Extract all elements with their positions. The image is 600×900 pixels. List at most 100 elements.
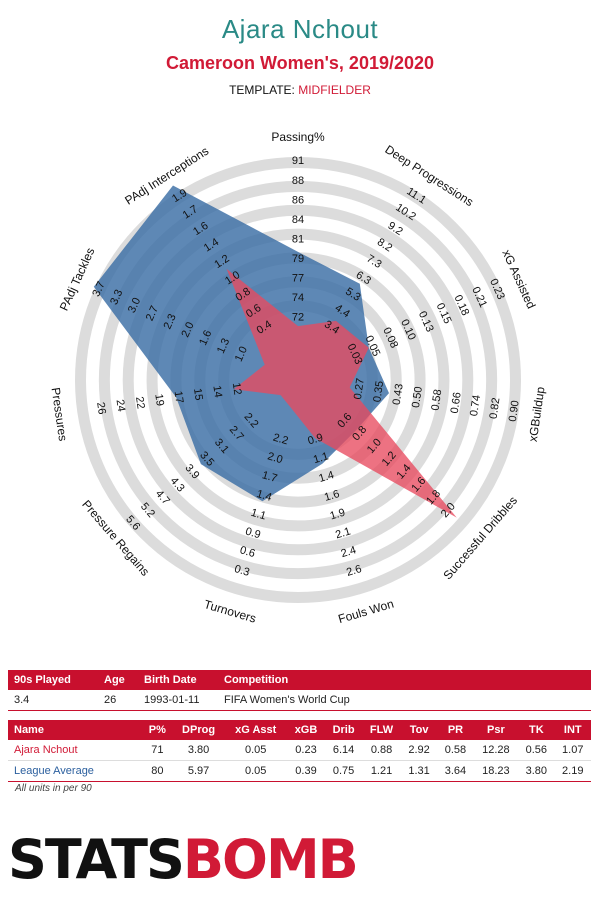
statsbomb-logo: STATSBOMB: [8, 828, 359, 891]
stats-header-tov: Tov: [400, 720, 438, 740]
stats-cell: 3.80: [172, 740, 225, 761]
info-header-age: Age: [98, 670, 138, 690]
stats-header-flw: FLW: [362, 720, 401, 740]
stats-table: Name P% DProg xG Asst xGB Drib FLW Tov PR Psr TK IN…: [8, 720, 591, 782]
info-table: 90s Played Age Birth Date Competition 3.…: [8, 670, 591, 711]
stats-row-name: Ajara Nchout: [8, 740, 142, 761]
radar-chart: 727477798184868891Passing%3.44.45.36.37.…: [49, 130, 548, 627]
radar-tick-label: 0.74: [468, 394, 483, 417]
radar-tick-label: 2.1: [334, 525, 352, 541]
radar-tick-label: 0.35: [371, 380, 386, 403]
stats-header-name: Name: [8, 720, 142, 740]
radar-tick-label: 17: [172, 390, 186, 404]
info-age-value: 26: [98, 690, 138, 711]
stats-header-tk: TK: [518, 720, 555, 740]
radar-ring: [98, 180, 498, 580]
template-label: TEMPLATE:: [229, 83, 295, 97]
stats-body: Ajara Nchout 71 3.80 0.05 0.23 6.14 0.88 2.92 0.…: [8, 740, 591, 782]
info-competition-value: FIFA Women's World Cup: [218, 690, 591, 711]
radar-tick-label: 0.10: [398, 318, 418, 342]
radar-tick-label: 1.7: [260, 469, 278, 485]
template-value: MIDFIELDER: [298, 83, 371, 97]
stats-cell: 1.21: [362, 760, 401, 782]
radar-tick-label: 77: [292, 273, 304, 285]
radar-tick-label: 2.3: [162, 312, 179, 331]
stats-cell: 0.88: [362, 740, 401, 761]
radar-tick-label: 0.3: [233, 563, 251, 579]
stats-header-dprog: DProg: [172, 720, 225, 740]
radar-tick-label: 26: [94, 401, 108, 415]
radar-tick-label: 1.1: [312, 450, 330, 466]
stats-header-xgb: xGB: [287, 720, 325, 740]
team-season-subtitle: Cameroon Women's, 2019/2020: [165, 53, 435, 73]
radar-tick-label: 1.1: [249, 507, 267, 523]
radar-tick-label: 0.27: [352, 377, 367, 400]
stats-cell: 5.97: [172, 760, 225, 782]
radar-tick-label: 79: [292, 253, 304, 265]
radar-axis-label: Passing%: [271, 130, 325, 144]
radar-tick-label: 24: [114, 399, 128, 413]
radar-tick-label: 0.90: [507, 400, 522, 423]
stats-header-p-: P%: [142, 720, 173, 740]
radar-tick-label: 22: [133, 396, 147, 410]
stats-cell: 6.14: [325, 740, 363, 761]
radar-tick-label: 0.43: [391, 383, 406, 406]
stats-row: League Average 80 5.97 0.05 0.39 0.75 1.21 1.31…: [8, 760, 591, 782]
stats-row-name: League Average: [8, 760, 142, 782]
radar-tick-label: 86: [292, 194, 304, 206]
stats-cell: 0.23: [287, 740, 325, 761]
radar-tick-label: 2.7: [144, 304, 161, 323]
info-header-competition: Competition: [218, 670, 591, 690]
logo-bomb: BOMB: [182, 828, 359, 891]
radar-tick-label: 1.6: [197, 328, 214, 347]
radar-tick-label: 0.58: [429, 389, 444, 412]
radar-axis-label: Fouls Won: [337, 597, 396, 627]
radar-tick-label: 19: [152, 393, 166, 407]
player-title: Ajara Nchout: [221, 14, 379, 44]
radar-tick-label: 3.0: [126, 296, 143, 315]
stats-cell: 0.58: [437, 740, 474, 761]
stats-header-int: INT: [554, 720, 591, 740]
stats-row: Ajara Nchout 71 3.80 0.05 0.23 6.14 0.88 2.92 0.…: [8, 740, 591, 761]
radar-tick-label: 12: [230, 382, 244, 396]
stats-cell: 0.05: [224, 760, 288, 782]
units-note: All units in per 90: [15, 783, 92, 794]
radar-tick-label: 0.6: [238, 544, 256, 560]
stats-cell: 2.92: [400, 740, 438, 761]
info-header-90s: 90s Played: [8, 670, 98, 690]
radar-axis-label: Pressures: [49, 387, 71, 442]
stats-cell: 80: [142, 760, 173, 782]
radar-tick-label: 88: [292, 175, 304, 187]
radar-tick-label: 2.0: [179, 320, 196, 339]
radar-tick-label: 2.2: [271, 432, 289, 448]
radar-axis-label: Turnovers: [202, 597, 257, 626]
stats-header-row: Name P% DProg xG Asst xGB Drib FLW Tov PR Psr TK IN…: [8, 720, 591, 740]
radar-tick-label: 3.3: [108, 288, 125, 307]
stats-cell: 1.07: [554, 740, 591, 761]
stats-header-pr: PR: [437, 720, 474, 740]
radar-tick-label: 84: [292, 214, 304, 226]
radar-axis-label: Deep Progressions: [383, 142, 476, 209]
stats-cell: 12.28: [473, 740, 519, 761]
stats-cell: 0.39: [287, 760, 325, 782]
player-polygon: [226, 268, 457, 518]
stats-cell: 1.31: [400, 760, 438, 782]
radar-tick-label: 0.50: [410, 386, 425, 409]
stats-cell: 0.75: [325, 760, 363, 782]
radar-tick-label: 0.9: [306, 432, 324, 448]
stats-header-drib: Drib: [325, 720, 363, 740]
radar-tick-label: 0.66: [449, 391, 464, 414]
radar-axis-label: xGBuildup: [526, 386, 548, 443]
radar-ring: [146, 228, 450, 532]
stats-header-xg-asst: xG Asst: [224, 720, 288, 740]
info-birth-date-value: 1993-01-11: [138, 690, 218, 711]
stats-cell: 0.05: [224, 740, 288, 761]
radar-tick-label: 1.4: [255, 488, 273, 504]
radar-tick-label: 3.7: [90, 280, 107, 299]
info-header-birth-date: Birth Date: [138, 670, 218, 690]
radar-tick-label: 0.9: [244, 525, 262, 541]
stats-cell: 3.64: [437, 760, 474, 782]
info-90s-value: 3.4: [8, 690, 98, 711]
stats-cell: 3.80: [518, 760, 555, 782]
radar-tick-label: 2.4: [340, 544, 358, 560]
